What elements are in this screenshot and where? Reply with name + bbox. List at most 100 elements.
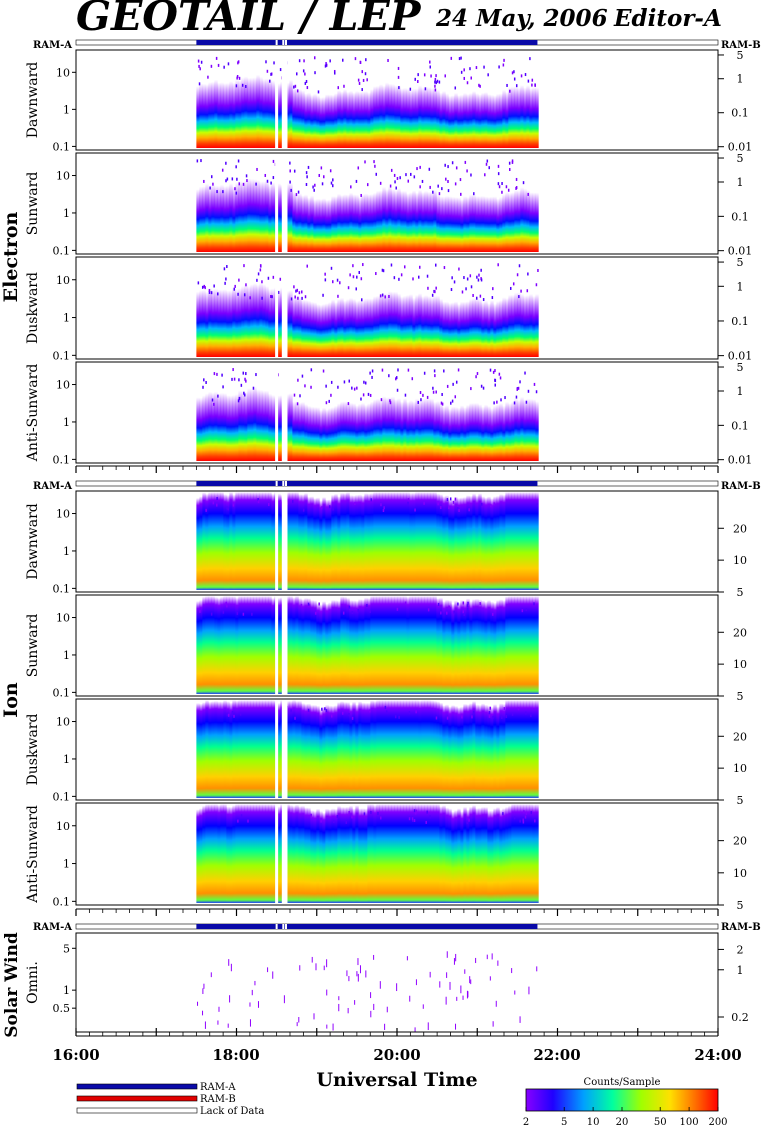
spectrogram-column <box>301 195 305 252</box>
spectrogram-column <box>328 602 332 694</box>
spectrogram-column <box>349 192 353 252</box>
spectrogram-sparse-mark <box>475 66 478 70</box>
spectrogram-column <box>292 492 296 590</box>
solar-wind-count-mark <box>429 971 431 978</box>
spectrogram-sparse-mark <box>434 263 437 267</box>
spectrogram-sparse-mark <box>360 193 362 197</box>
spectrogram-sparse-mark <box>336 814 339 818</box>
spectrogram-sparse-mark <box>464 160 467 164</box>
right-tick-label: 5 <box>737 794 744 807</box>
spectrogram-column <box>325 199 329 252</box>
spectrogram-column <box>298 806 302 903</box>
spectrogram-sparse-mark <box>469 67 471 71</box>
left-tick-label: 10 <box>56 66 70 79</box>
spectrogram-column <box>535 804 539 903</box>
spectrogram-sparse-mark <box>466 604 469 608</box>
spectrogram-sparse-mark <box>397 368 399 372</box>
solar-wind-count-mark <box>218 1006 220 1012</box>
spectrogram-column <box>304 807 308 903</box>
spectrogram-sparse-mark <box>498 372 501 376</box>
spectrogram-sparse-mark <box>493 401 495 405</box>
spectrogram-sparse-mark <box>273 61 275 65</box>
spectrogram-column <box>394 492 398 590</box>
spectrogram-column <box>196 497 200 590</box>
spectrogram-column <box>349 297 353 357</box>
spectrogram-column <box>403 190 407 252</box>
spectrogram-sparse-mark <box>524 815 527 819</box>
spectrogram-column <box>454 705 458 798</box>
spectrogram-sparse-mark <box>358 271 360 275</box>
spectrogram-column <box>214 391 218 461</box>
spectrogram-sparse-mark <box>462 610 465 614</box>
spectrogram-sparse-mark <box>414 77 416 81</box>
spectrogram-column <box>469 299 473 357</box>
solar-wind-count-mark <box>470 979 472 985</box>
spectrogram-sparse-mark <box>502 812 504 816</box>
spectrogram-column <box>433 189 437 252</box>
spectrogram-column <box>307 197 311 252</box>
spectrogram-sparse-mark <box>477 278 480 282</box>
spectrogram-column <box>313 302 317 357</box>
solar-wind-count-mark <box>254 980 256 986</box>
spectrogram-column <box>241 804 245 903</box>
spectrogram-column <box>304 404 308 461</box>
spectrogram-column <box>292 700 296 798</box>
spectrogram-column <box>454 406 458 461</box>
spectrogram-column <box>505 298 509 357</box>
data-gap-stripe <box>275 700 279 799</box>
spectrogram-column <box>331 808 335 903</box>
spectrogram-sparse-mark <box>324 707 326 711</box>
spectrogram-sparse-mark <box>341 711 344 715</box>
spectrogram-column <box>529 192 533 252</box>
spectrogram-column <box>502 297 506 357</box>
spectrogram-column <box>202 289 206 357</box>
spectrogram-sparse-mark <box>270 295 272 299</box>
spectrogram-sparse-mark <box>419 185 421 189</box>
spectrogram-column <box>439 597 443 694</box>
spectrogram-sparse-mark <box>455 166 458 170</box>
spectrogram-sparse-mark <box>295 193 298 197</box>
spectrogram-sparse-mark <box>445 177 447 181</box>
spectrogram-column <box>535 596 539 694</box>
ram-status-bars <box>75 39 719 930</box>
spectrogram-column <box>277 493 281 590</box>
spectrogram-sparse-mark <box>414 811 417 815</box>
spectrogram-column <box>490 300 494 357</box>
spectrogram-sparse-mark <box>238 396 241 400</box>
spectrogram-sparse-mark <box>227 713 230 717</box>
spectrogram-column <box>472 194 476 252</box>
spectrogram-column <box>250 77 254 148</box>
spectrogram-sparse-mark <box>526 289 529 293</box>
spectrogram-column <box>394 596 398 694</box>
spectrogram-sparse-mark <box>478 83 480 87</box>
spectrogram-sparse-mark <box>240 383 243 387</box>
spectrogram-sparse-mark <box>231 712 233 716</box>
spectrogram-column <box>424 398 428 461</box>
spectrogram-column <box>424 492 428 590</box>
spectrogram-column <box>253 596 257 694</box>
spectrogram-sparse-mark <box>235 191 238 195</box>
spectrogram-sparse-mark <box>320 166 323 170</box>
spectrogram-column <box>334 302 338 357</box>
spectrogram-column <box>259 804 263 903</box>
spectrogram-column <box>247 178 251 252</box>
spectrogram-sparse-mark <box>432 386 434 390</box>
spectrogram-column <box>403 492 407 590</box>
spectrogram-sparse-mark <box>533 382 536 386</box>
spectrogram-column <box>208 287 212 357</box>
spectrogram-sparse-mark <box>485 162 488 166</box>
ram-gap-mark <box>282 481 285 486</box>
spectrogram-column <box>427 87 431 148</box>
spectrogram-column <box>229 596 233 694</box>
spectrogram-column <box>409 492 413 590</box>
spectrogram-sparse-mark <box>293 393 296 397</box>
right-tick-label: 1 <box>737 73 744 86</box>
left-tick-label: 0.1 <box>53 349 71 362</box>
solar-wind-count-mark <box>365 970 367 978</box>
spectrogram-sparse-mark <box>373 160 375 164</box>
spectrogram-sparse-mark <box>389 401 392 405</box>
spectrogram-column <box>256 74 260 148</box>
spectrogram-column <box>217 82 221 148</box>
spectrogram-column <box>298 89 302 148</box>
figure-editor: Editor-A <box>613 5 722 32</box>
